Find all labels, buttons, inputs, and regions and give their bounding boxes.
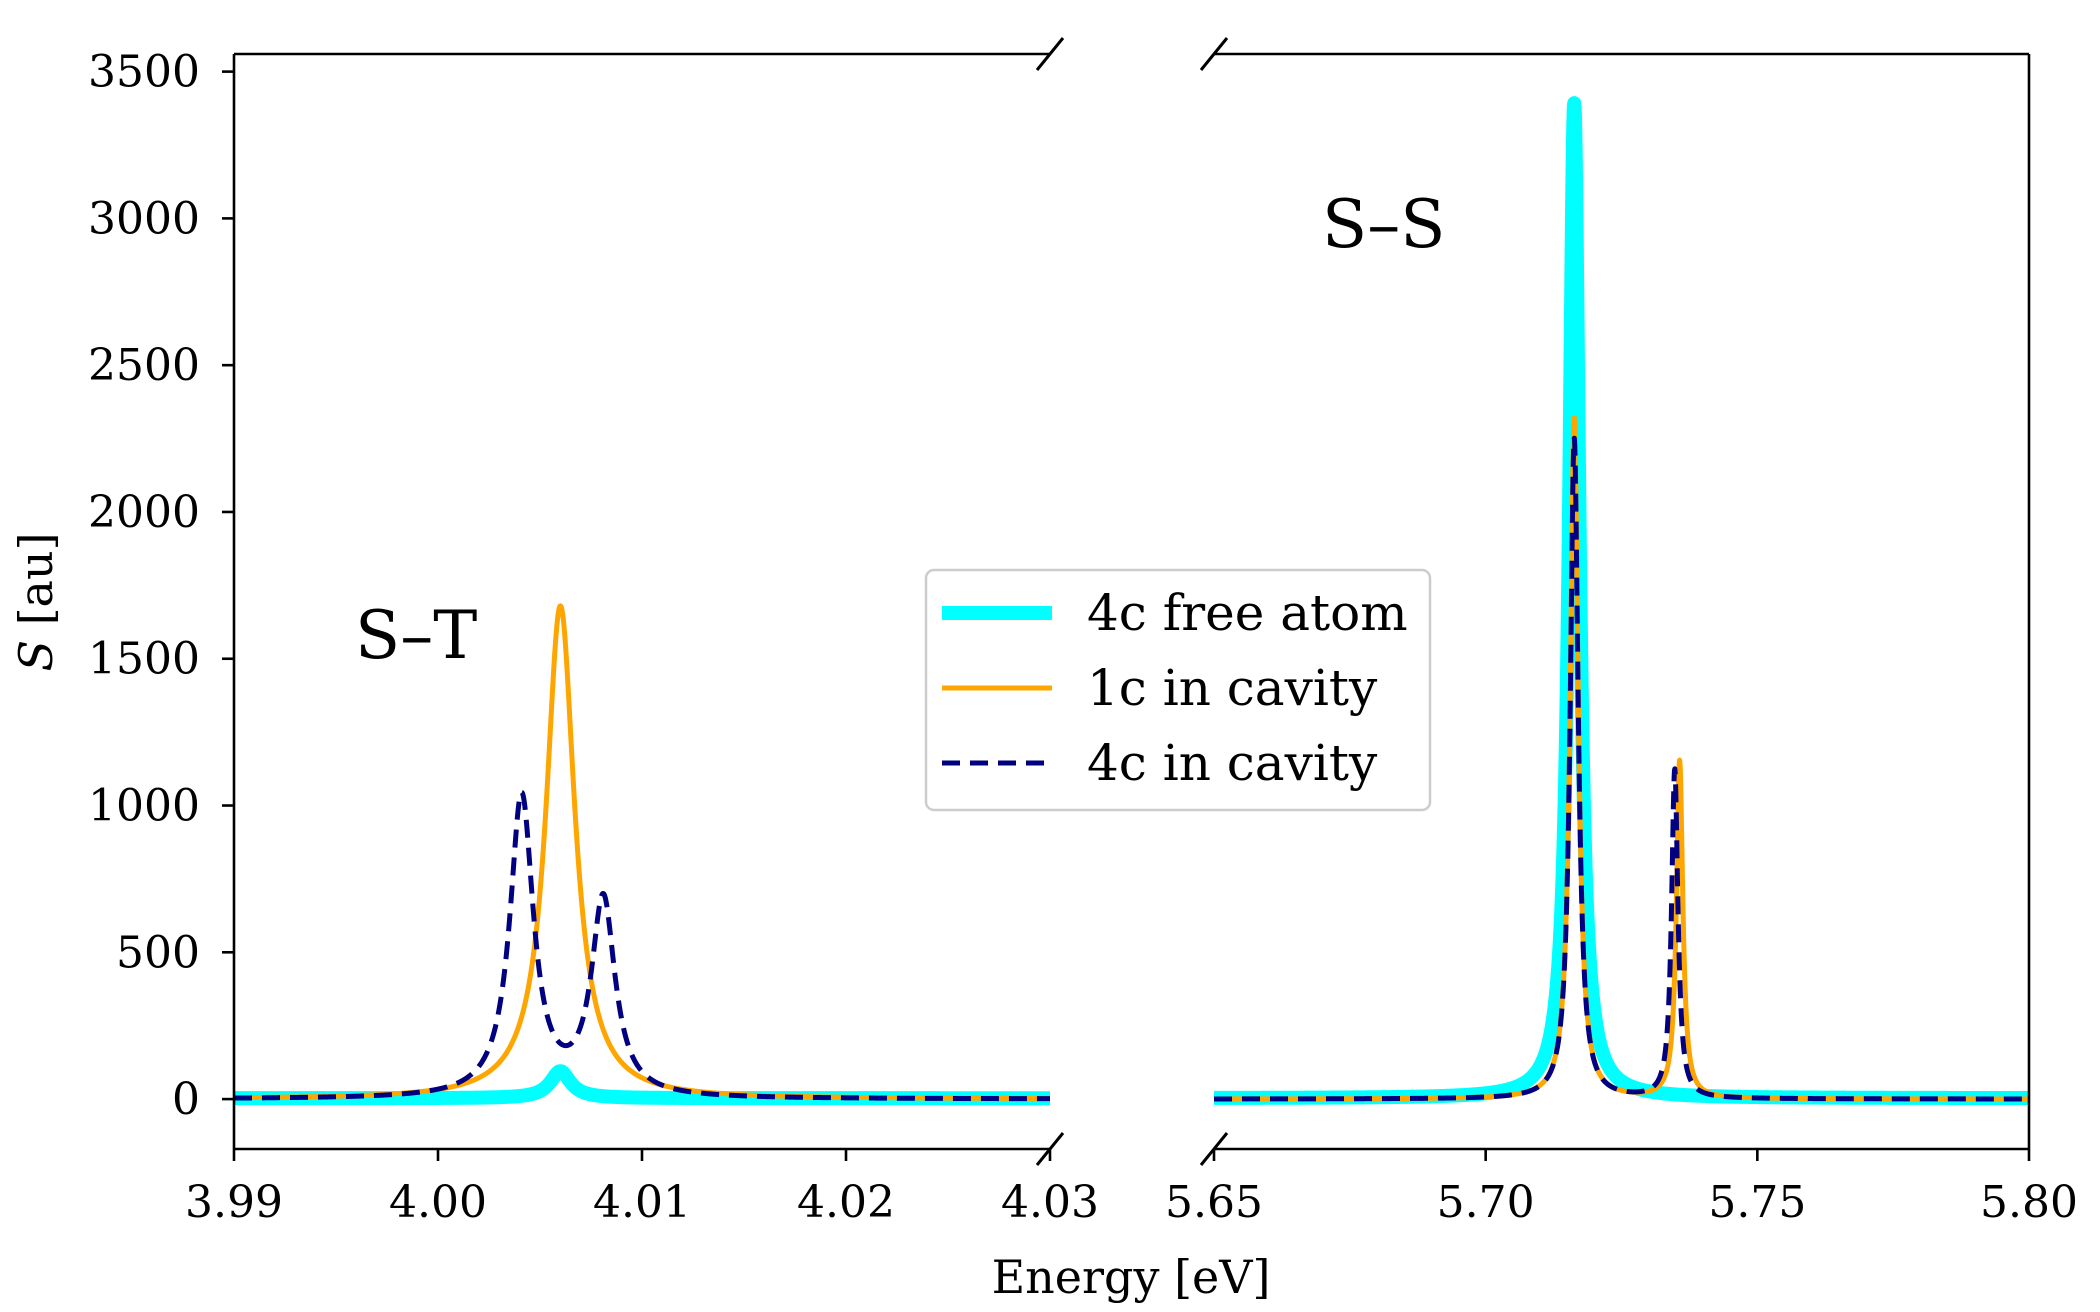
y-axis-label: S [au] bbox=[9, 532, 63, 671]
right-panel-series bbox=[1214, 96, 2029, 1106]
y-tick-label-500: 500 bbox=[116, 927, 200, 978]
y-tick-label-1000: 1000 bbox=[88, 781, 200, 832]
x-tick-label-right-0: 5.65 bbox=[1165, 1177, 1263, 1228]
x-tick-label-left-4: 4.03 bbox=[1001, 1177, 1099, 1228]
x-tick-label-left-3: 4.02 bbox=[797, 1177, 895, 1228]
break-mark-right-top bbox=[1199, 37, 1229, 71]
break-mark-left-top bbox=[1035, 37, 1065, 71]
legend-label-4c-free-atom: 4c free atom bbox=[1087, 584, 1408, 642]
annotation-s-s: S–S bbox=[1322, 186, 1445, 263]
x-axis-ticks: 3.99 4.00 4.01 4.02 4.03 5.65 5.70 5.75 5.80 bbox=[185, 1149, 2078, 1228]
y-tick-label-2500: 2500 bbox=[88, 340, 200, 391]
series-4c-in-cavity-left bbox=[234, 789, 1050, 1102]
y-tick-label-3000: 3000 bbox=[88, 193, 200, 244]
y-axis-label-unit: [au] bbox=[9, 532, 63, 625]
x-tick-label-left-1: 4.00 bbox=[389, 1177, 487, 1228]
legend: 4c free atom 1c in cavity 4c in cavity bbox=[924, 568, 1432, 812]
x-axis-label: Energy [eV] bbox=[992, 1250, 1271, 1304]
legend-box bbox=[924, 568, 1432, 812]
y-tick-label-1500: 1500 bbox=[88, 634, 200, 685]
x-tick-label-right-2: 5.75 bbox=[1708, 1177, 1806, 1228]
x-tick-label-right-3: 5.80 bbox=[1980, 1177, 2078, 1228]
y-tick-label-3500: 3500 bbox=[88, 47, 200, 98]
x-tick-label-right-1: 5.70 bbox=[1437, 1177, 1535, 1228]
x-tick-label-left-2: 4.01 bbox=[593, 1177, 691, 1228]
annotation-s-t: S–T bbox=[355, 597, 477, 674]
y-tick-label-0: 0 bbox=[172, 1074, 200, 1125]
series-4c-in-cavity-right bbox=[1214, 435, 2029, 1102]
x-tick-label-left-0: 3.99 bbox=[185, 1177, 283, 1228]
legend-label-4c-in-cavity: 4c in cavity bbox=[1087, 734, 1378, 792]
legend-label-1c-in-cavity: 1c in cavity bbox=[1087, 659, 1378, 717]
y-tick-label-2000: 2000 bbox=[88, 487, 200, 538]
y-axis-label-symbol: S bbox=[9, 640, 63, 672]
y-axis-ticks: 0 500 1000 1500 2000 2500 3000 3500 bbox=[88, 47, 234, 1125]
left-panel-series bbox=[234, 603, 1050, 1106]
